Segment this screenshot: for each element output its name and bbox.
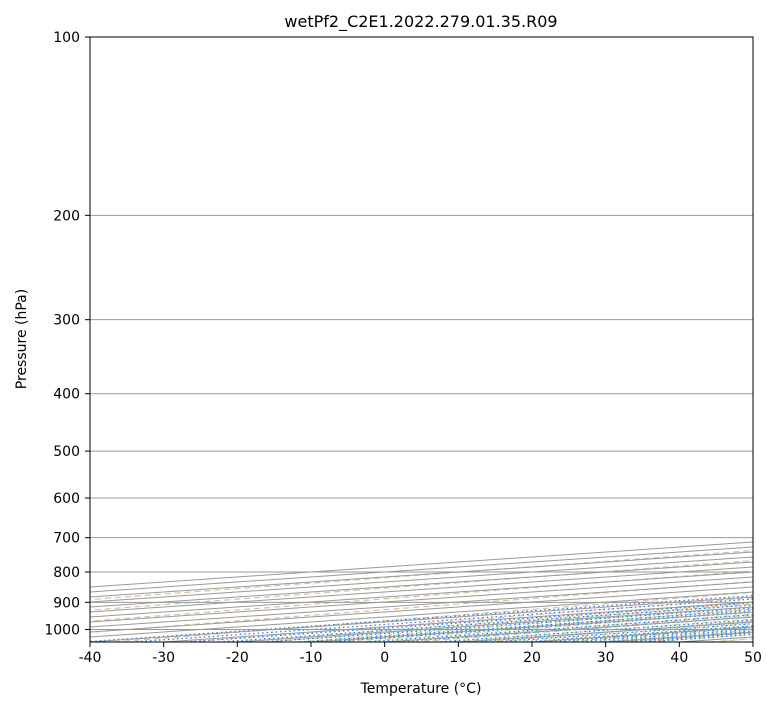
x-tick-label: 20 xyxy=(523,650,541,666)
isotherm xyxy=(90,591,753,638)
moist-adiabat xyxy=(384,613,753,642)
moist-adiabat xyxy=(502,623,753,642)
isotherm xyxy=(90,581,753,628)
grid-lines xyxy=(90,37,753,642)
y-tick-label: 500 xyxy=(53,444,80,460)
x-tick-label: 40 xyxy=(670,650,688,666)
isotherm xyxy=(90,576,753,623)
dry-adiabat xyxy=(412,614,753,642)
isotherm xyxy=(90,551,753,598)
x-tick-label: 50 xyxy=(744,650,762,666)
moist-adiabat xyxy=(708,638,753,642)
moist-adiabat xyxy=(355,611,753,642)
mixing-ratio-line xyxy=(365,614,753,642)
y-tick-label: 700 xyxy=(53,531,80,547)
moist-adiabat xyxy=(296,606,753,642)
isotherm xyxy=(90,546,753,593)
isotherm xyxy=(310,611,753,642)
plot-frame xyxy=(89,36,754,643)
isotherm xyxy=(752,641,753,642)
isotherm xyxy=(384,616,753,642)
moist-adiabat xyxy=(649,634,753,642)
y-tick-label: 200 xyxy=(53,208,80,224)
reference-curve xyxy=(114,591,753,642)
x-tick-label: 10 xyxy=(449,650,467,666)
dry-adiabat xyxy=(636,632,753,642)
isotherm xyxy=(90,596,753,642)
dry-adiabat xyxy=(487,620,753,642)
x-tick-label: -40 xyxy=(79,650,102,666)
x-tick-label: 0 xyxy=(380,650,389,666)
x-tick-label: -30 xyxy=(152,650,175,666)
isotherm xyxy=(90,586,753,633)
y-tick-label: 400 xyxy=(53,387,80,403)
isotherm xyxy=(90,561,753,608)
x-tick-label: 30 xyxy=(597,650,615,666)
moist-adiabat xyxy=(414,615,753,642)
y-axis: 100 200 300 400 500 600 700 800 900 1000 xyxy=(44,30,90,638)
y-tick-label: 100 xyxy=(53,30,80,46)
mixing-ratio-line xyxy=(299,609,753,642)
reference-curve xyxy=(90,560,753,611)
chart-title: wetPf2_C2E1.2022.279.01.35.R09 xyxy=(284,12,557,32)
isotherm xyxy=(90,556,753,603)
x-axis: -40 -30 -20 -10 0 10 20 30 40 50 xyxy=(79,642,762,666)
isotherm xyxy=(90,566,753,613)
dry-adiabat xyxy=(562,626,753,642)
y-tick-label: 1000 xyxy=(44,622,80,638)
x-axis-title: Temperature (°C) xyxy=(360,681,482,697)
background-lines xyxy=(90,550,753,642)
y-tick-label: 300 xyxy=(53,313,80,329)
moist-adiabat xyxy=(443,618,753,642)
reference-curve xyxy=(90,550,753,601)
x-tick-label: -10 xyxy=(300,650,323,666)
y-tick-label: 800 xyxy=(53,565,80,581)
y-axis-title: Pressure (hPa) xyxy=(14,289,30,389)
reference-curve xyxy=(90,580,753,633)
y-tick-label: 900 xyxy=(53,595,80,611)
isotherm xyxy=(90,571,753,618)
moist-adiabat xyxy=(266,603,753,642)
reference-curve xyxy=(90,570,753,622)
y-tick-label: 600 xyxy=(53,491,80,507)
x-tick-label: -20 xyxy=(226,650,249,666)
dry-adiabat xyxy=(263,602,753,642)
dry-adiabat xyxy=(338,608,753,642)
moist-adiabat xyxy=(561,627,753,642)
mixing-ratio-line xyxy=(131,598,753,642)
moist-adiabat xyxy=(325,608,753,642)
isotherm xyxy=(90,541,753,588)
